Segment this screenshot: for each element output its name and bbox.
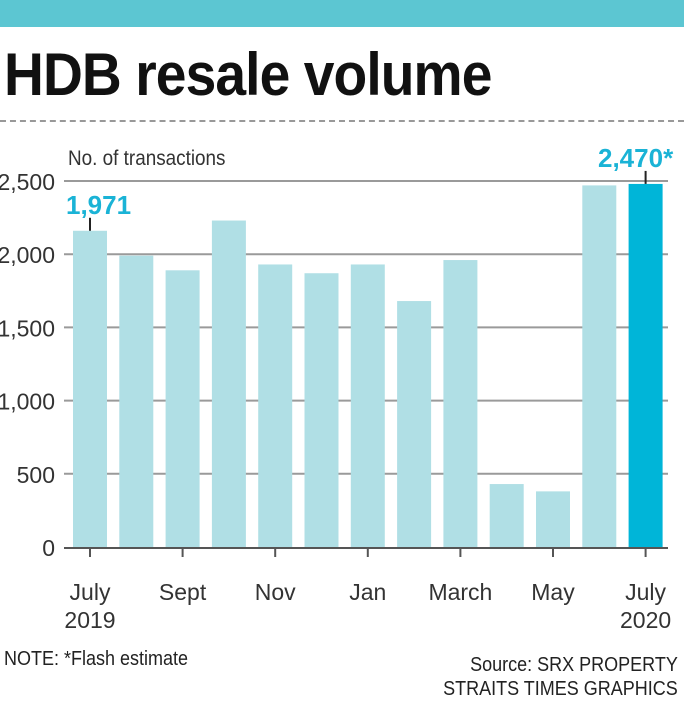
bar-jan-2020 (350, 264, 385, 547)
bar-mar-2020 (443, 260, 478, 547)
dashed-divider (0, 120, 684, 122)
bar-jul-2019 (73, 230, 107, 547)
bar-feb-2020 (397, 301, 432, 547)
bar-apr-2020 (489, 484, 524, 547)
bar-may-2020 (536, 491, 570, 547)
x-tick-label: July (70, 579, 111, 605)
y-axis-label: No. of transactions (68, 147, 226, 170)
x-tick-label: July (625, 579, 666, 605)
x-tick-label-year: 2019 (64, 607, 115, 633)
bar-sep-2019 (165, 270, 200, 547)
x-tick-label: Sept (159, 579, 207, 605)
y-tick-label: 1,000 (0, 389, 55, 415)
y-tick-label: 0 (42, 535, 55, 561)
y-tick-label: 2,500 (0, 169, 55, 195)
bar-jun-2020 (582, 185, 617, 547)
header-bar (0, 0, 684, 27)
bar-dec-2019 (304, 273, 339, 547)
credit-text: STRAITS TIMES GRAPHICS (443, 678, 678, 700)
bar-nov-2019 (258, 264, 293, 547)
bar-jul-2020 (628, 183, 663, 548)
source-text: Source: SRX PROPERTY (470, 654, 678, 676)
x-tick-label: Jan (349, 579, 386, 605)
y-tick-label: 500 (17, 462, 55, 488)
data-label: 2,470* (598, 143, 674, 173)
data-label: 1,971 (66, 190, 131, 220)
y-tick-label: 2,000 (0, 242, 55, 268)
bar-oct-2019 (211, 220, 246, 547)
bar-aug-2019 (119, 255, 154, 547)
x-tick-label-year: 2020 (620, 607, 671, 633)
footnote: NOTE: *Flash estimate (4, 648, 189, 670)
y-tick-label: 1,500 (0, 315, 55, 341)
x-tick-label: Nov (255, 579, 296, 605)
x-tick-label: May (531, 579, 575, 605)
x-tick-label: March (428, 579, 492, 605)
chart-title: HDB resale volume (4, 41, 492, 108)
